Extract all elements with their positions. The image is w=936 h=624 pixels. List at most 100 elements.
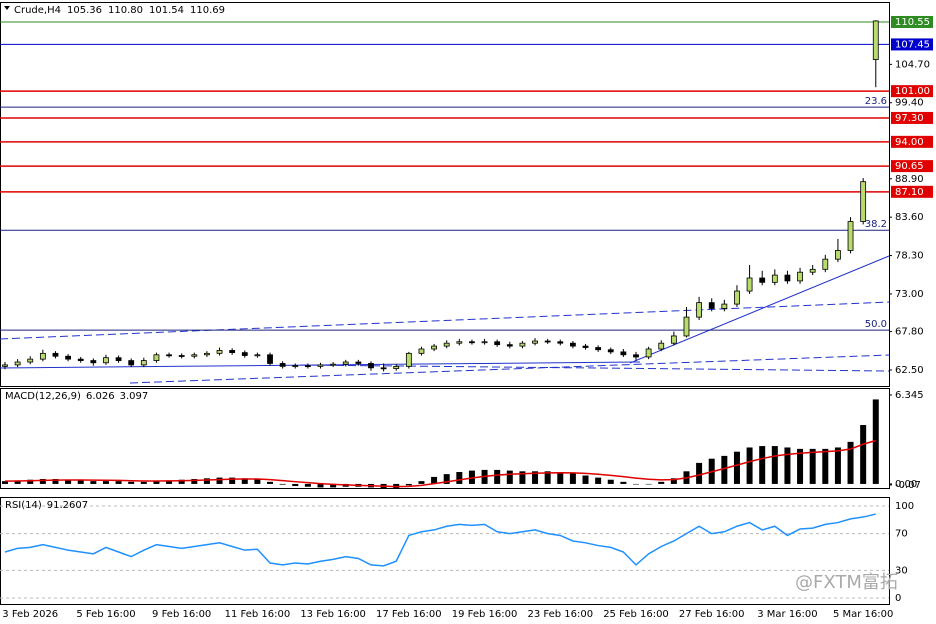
- macd-bar: [582, 475, 589, 484]
- rsi-header: RSI(14) 91.2607: [5, 500, 88, 511]
- level-tag-label: 87.10: [895, 187, 924, 198]
- level-tag: [891, 135, 933, 148]
- macd-bar: [607, 479, 614, 484]
- candle-body: [734, 290, 740, 305]
- y-tick-label: -0.07: [895, 480, 921, 491]
- candle-body: [696, 302, 702, 318]
- macd-bar: [431, 476, 438, 484]
- trendline: [629, 255, 890, 364]
- trendline: [0, 301, 890, 340]
- macd-bar: [279, 483, 286, 485]
- candle-body: [443, 342, 450, 347]
- level-tag: [891, 111, 933, 124]
- macd-bar: [178, 479, 185, 484]
- level-tag-label: 107.45: [895, 39, 930, 50]
- rsi-title: RSI(14): [5, 500, 42, 511]
- macd-header: MACD(12,26,9) 6.026 3.097: [5, 391, 148, 402]
- rsi-value: 91.2607: [47, 500, 88, 511]
- candle-body: [330, 363, 337, 366]
- x-tick-label: 11 Feb 16:00: [225, 609, 291, 620]
- macd-bar: [809, 448, 816, 484]
- candle-body: [128, 360, 135, 366]
- candle-body: [835, 250, 841, 260]
- macd-bar: [569, 473, 576, 484]
- y-tick-label: 100: [895, 501, 914, 512]
- candle-body: [746, 277, 753, 292]
- fib-label: 50.0: [865, 319, 887, 330]
- macd-bar: [166, 480, 173, 484]
- macd-bar: [216, 477, 223, 484]
- macd-bar: [633, 483, 639, 485]
- candle-body: [658, 342, 665, 350]
- macd-signal: [4, 439, 876, 488]
- macd-bar: [140, 481, 147, 484]
- macd-bar: [620, 481, 627, 484]
- x-tick-label: 5 Feb 16:00: [76, 609, 135, 620]
- macd-bar: [443, 474, 450, 484]
- candle-body: [178, 355, 185, 357]
- macd-bar: [658, 481, 665, 484]
- candle-body: [103, 357, 109, 364]
- macd-bar: [519, 471, 526, 484]
- macd-bar: [822, 448, 829, 484]
- candle-body: [532, 340, 538, 344]
- macd-bar: [506, 470, 513, 484]
- x-tick-label: 27 Feb 16:00: [679, 609, 745, 620]
- candle-body: [557, 341, 564, 344]
- macd-frame: [0, 388, 890, 489]
- candle-body: [405, 352, 412, 367]
- candle-body: [140, 360, 147, 366]
- macd-bar: [847, 441, 854, 484]
- macd-bar: [759, 446, 766, 484]
- candle-body: [860, 181, 867, 222]
- candle-body: [708, 302, 715, 309]
- macd-bar: [418, 481, 425, 484]
- macd-value: 6.026: [86, 391, 115, 402]
- level-tag-label: 94.00: [895, 137, 924, 148]
- candle-body: [797, 271, 803, 282]
- y-tick-label: 99.40: [895, 98, 924, 109]
- candle-body: [393, 365, 400, 369]
- macd-bar: [267, 481, 274, 484]
- candle-body: [191, 354, 198, 357]
- macd-bar: [330, 483, 337, 488]
- macd-bar: [191, 479, 198, 484]
- x-tick-label: 5 Mar 16:00: [833, 609, 893, 620]
- macd-bar: [102, 481, 109, 484]
- candle-body: [267, 354, 273, 364]
- candle-body: [721, 303, 728, 309]
- macd-bar: [90, 481, 97, 484]
- candle-body: [872, 20, 879, 60]
- candle-body: [481, 341, 488, 344]
- macd-bar: [203, 478, 210, 484]
- fib-label: 23.6: [865, 96, 887, 107]
- x-tick-label: 3 Feb 2026: [2, 609, 58, 620]
- main-frame: [0, 2, 890, 387]
- macd-bar: [115, 481, 122, 484]
- candle-body: [115, 357, 122, 361]
- candle-body: [469, 341, 475, 344]
- macd-bar: [532, 471, 539, 484]
- candle-body: [847, 221, 854, 251]
- candle-body: [670, 335, 677, 344]
- macd-bar: [153, 481, 160, 484]
- macd-bar: [77, 480, 84, 484]
- candle-body: [380, 367, 387, 370]
- level-tag: [891, 85, 933, 98]
- macd-bar: [317, 483, 324, 488]
- macd-bar: [2, 481, 8, 484]
- y-tick-label: 73.00: [895, 289, 924, 300]
- macd-title: MACD(12,26,9): [5, 391, 81, 402]
- rsi-frame: [0, 497, 890, 605]
- macd-bar: [128, 481, 135, 484]
- candle-body: [494, 341, 501, 346]
- macd-bar: [14, 480, 21, 484]
- macd-bar: [544, 471, 551, 484]
- y-tick-label: 78.30: [895, 251, 924, 262]
- candle-body: [27, 358, 34, 363]
- x-tick-label: 19 Feb 16:00: [452, 609, 518, 620]
- candle-body: [759, 277, 766, 283]
- level-tag-label: 90.65: [895, 161, 924, 172]
- header-value: 110.69: [190, 5, 225, 16]
- candle-body: [570, 342, 576, 347]
